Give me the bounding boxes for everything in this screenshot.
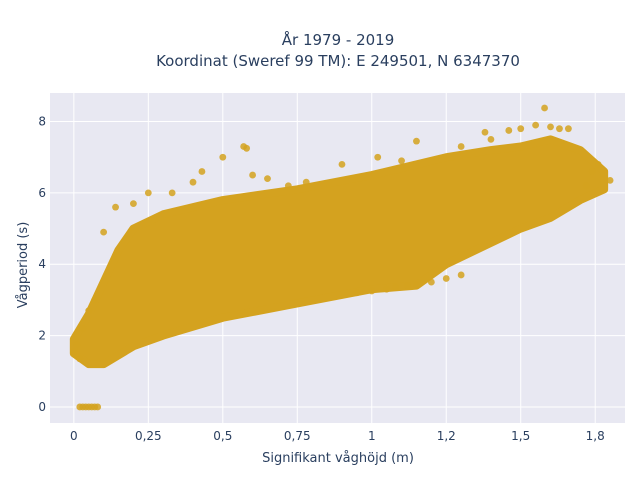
x-tick-label: 1 — [368, 429, 376, 443]
point-cloud — [69, 135, 609, 369]
data-point — [284, 182, 292, 190]
data-point — [505, 127, 513, 134]
data-point — [487, 135, 495, 143]
data-point — [168, 189, 176, 197]
data-point — [243, 144, 251, 152]
chart-subtitle: Koordinat (Sweref 99 TM): E 249501, N 63… — [156, 52, 520, 70]
x-tick-label: 1,5 — [511, 429, 530, 443]
data-point — [383, 285, 391, 293]
data-point — [264, 175, 271, 183]
data-point — [73, 341, 81, 348]
data-point — [94, 403, 102, 411]
data-point — [457, 271, 465, 279]
x-tick-label: 1,8 — [586, 429, 605, 443]
data-point — [517, 125, 525, 133]
y-tick-label: 4 — [38, 257, 46, 271]
x-tick-label: 0,75 — [284, 429, 311, 443]
data-point — [85, 307, 93, 315]
y-tick-label: 8 — [38, 115, 46, 129]
data-point — [100, 228, 108, 236]
data-point — [582, 182, 590, 190]
data-point — [398, 157, 405, 165]
data-point — [198, 168, 206, 175]
data-point — [547, 123, 554, 131]
data-point — [427, 278, 435, 286]
scatter-points — [69, 104, 614, 411]
data-point — [189, 178, 197, 186]
y-tick-label: 2 — [38, 329, 46, 343]
data-point — [594, 160, 602, 168]
data-point — [91, 296, 99, 304]
data-point — [79, 325, 87, 332]
data-point — [374, 153, 382, 161]
tick-labels: 0 0,25 0,5 0,75 1 1,2 1,5 1,8 0 2 4 6 8 — [38, 115, 604, 443]
x-axis-title: Signifikant våghöjd (m) — [262, 451, 414, 466]
data-point — [442, 275, 450, 282]
data-point — [413, 137, 420, 145]
x-tick-label: 0,25 — [135, 429, 162, 443]
data-point — [353, 289, 361, 297]
data-point — [606, 177, 614, 184]
x-tick-label: 0 — [70, 429, 78, 443]
data-point — [457, 143, 465, 150]
data-point — [112, 203, 119, 211]
data-point — [219, 153, 227, 161]
data-point — [588, 168, 596, 175]
x-tick-label: 1,2 — [437, 429, 456, 443]
data-point — [302, 178, 310, 186]
data-point — [404, 282, 411, 290]
data-point — [249, 171, 256, 179]
data-point — [556, 125, 563, 133]
data-point — [532, 121, 540, 129]
y-tick-label: 0 — [38, 400, 46, 414]
y-tick-label: 6 — [38, 186, 46, 200]
data-point — [481, 128, 489, 136]
data-point — [413, 281, 420, 289]
data-point — [541, 104, 548, 112]
data-point — [70, 348, 78, 356]
data-point — [564, 125, 572, 133]
chart-title: År 1979 - 2019 — [282, 30, 395, 49]
x-tick-label: 0,5 — [213, 429, 232, 443]
data-point — [76, 355, 84, 363]
data-point — [144, 189, 152, 197]
data-point — [368, 287, 376, 295]
data-point — [392, 284, 399, 291]
y-axis-title: Vågperiod (s) — [16, 222, 31, 309]
data-point — [130, 200, 137, 207]
data-point — [338, 160, 346, 168]
